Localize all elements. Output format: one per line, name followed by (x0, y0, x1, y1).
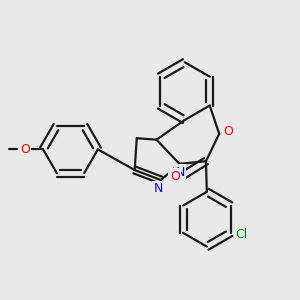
Text: Cl: Cl (236, 228, 248, 241)
Text: O: O (20, 143, 30, 156)
Text: O: O (223, 125, 233, 138)
Text: N: N (175, 166, 185, 178)
Text: O: O (170, 170, 180, 183)
Text: N: N (154, 182, 163, 195)
